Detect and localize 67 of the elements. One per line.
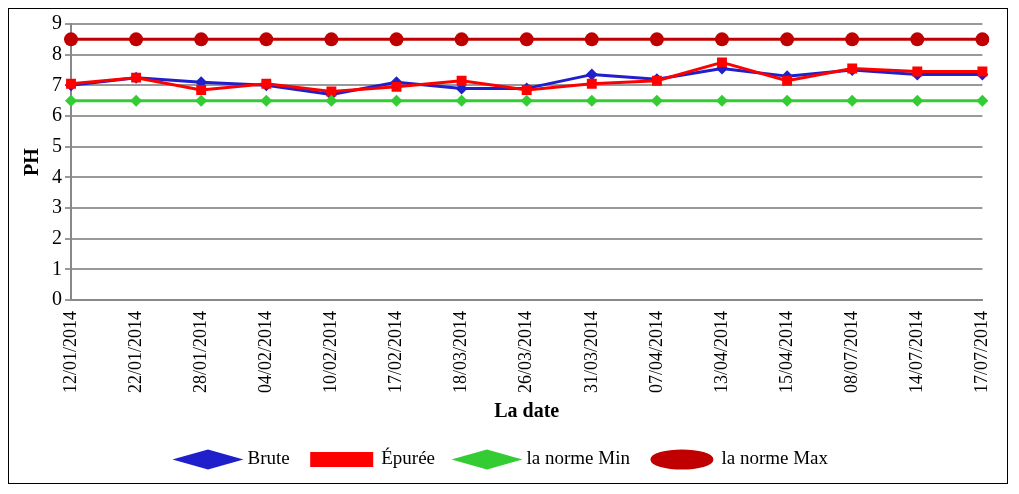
point: [326, 86, 337, 97]
x-tick-label: 26/03/2014: [515, 311, 536, 394]
point: [195, 94, 208, 107]
point: [259, 32, 274, 47]
point: [586, 78, 597, 89]
y-tick-label: 7: [52, 72, 62, 95]
y-tick-label: 5: [52, 133, 62, 156]
point: [649, 32, 664, 47]
point: [519, 32, 534, 47]
x-tick-label: 18/03/2014: [450, 311, 471, 394]
point: [65, 94, 77, 107]
legend-label: Épurée: [381, 447, 436, 469]
point: [716, 94, 728, 107]
y-axis-title: PH: [20, 147, 43, 176]
y-tick-label: 6: [52, 103, 62, 126]
y-tick-label: 8: [52, 41, 62, 64]
point: [129, 32, 144, 47]
point: [585, 94, 598, 107]
y-tick-label: 4: [52, 164, 62, 187]
x-tick-label: 31/03/2014: [580, 311, 601, 394]
point: [455, 94, 468, 107]
point: [911, 94, 924, 107]
x-tick-label: 22/01/2014: [124, 311, 145, 394]
point: [845, 32, 860, 47]
point: [717, 57, 727, 68]
y-tick-label: 3: [52, 195, 62, 218]
legend-label: la norme Min: [526, 447, 631, 469]
x-tick-label: 17/02/2014: [385, 311, 406, 394]
point: [260, 94, 273, 107]
point: [325, 94, 338, 107]
point: [520, 94, 533, 107]
x-tick-label: 07/04/2014: [645, 311, 666, 394]
point: [64, 32, 78, 47]
y-tick-label: 1: [52, 256, 62, 279]
legend-label: la norme Max: [721, 447, 829, 469]
x-tick-label: 28/01/2014: [189, 311, 210, 394]
point: [390, 94, 403, 107]
point: [454, 32, 469, 47]
point: [910, 32, 925, 47]
x-tick-label: 15/04/2014: [775, 311, 796, 394]
point: [977, 66, 988, 77]
x-tick-label: 17/07/2014: [971, 311, 992, 394]
point: [324, 32, 339, 47]
point: [715, 32, 729, 47]
point: [975, 32, 990, 47]
point: [194, 32, 209, 47]
y-tick-label: 2: [52, 225, 62, 248]
x-tick-label: 12/01/2014: [59, 311, 80, 394]
legend-label: Brute: [247, 447, 290, 469]
x-tick-label: 13/04/2014: [710, 311, 731, 394]
point: [456, 75, 467, 86]
y-tick-label: 9: [52, 11, 62, 34]
point: [584, 32, 599, 47]
point: [976, 94, 989, 107]
point: [846, 94, 859, 107]
point: [391, 81, 402, 92]
x-tick-label: 10/02/2014: [320, 311, 341, 394]
x-axis-title: La date: [494, 399, 560, 422]
y-tick-label: 0: [52, 287, 62, 310]
point: [912, 66, 923, 77]
x-tick-label: 04/02/2014: [255, 311, 276, 394]
point: [196, 84, 207, 95]
point: [780, 32, 795, 47]
point: [782, 75, 793, 86]
x-tick-label: 08/07/2014: [840, 311, 861, 394]
point: [389, 32, 404, 47]
x-tick-label: 14/07/2014: [906, 311, 927, 394]
